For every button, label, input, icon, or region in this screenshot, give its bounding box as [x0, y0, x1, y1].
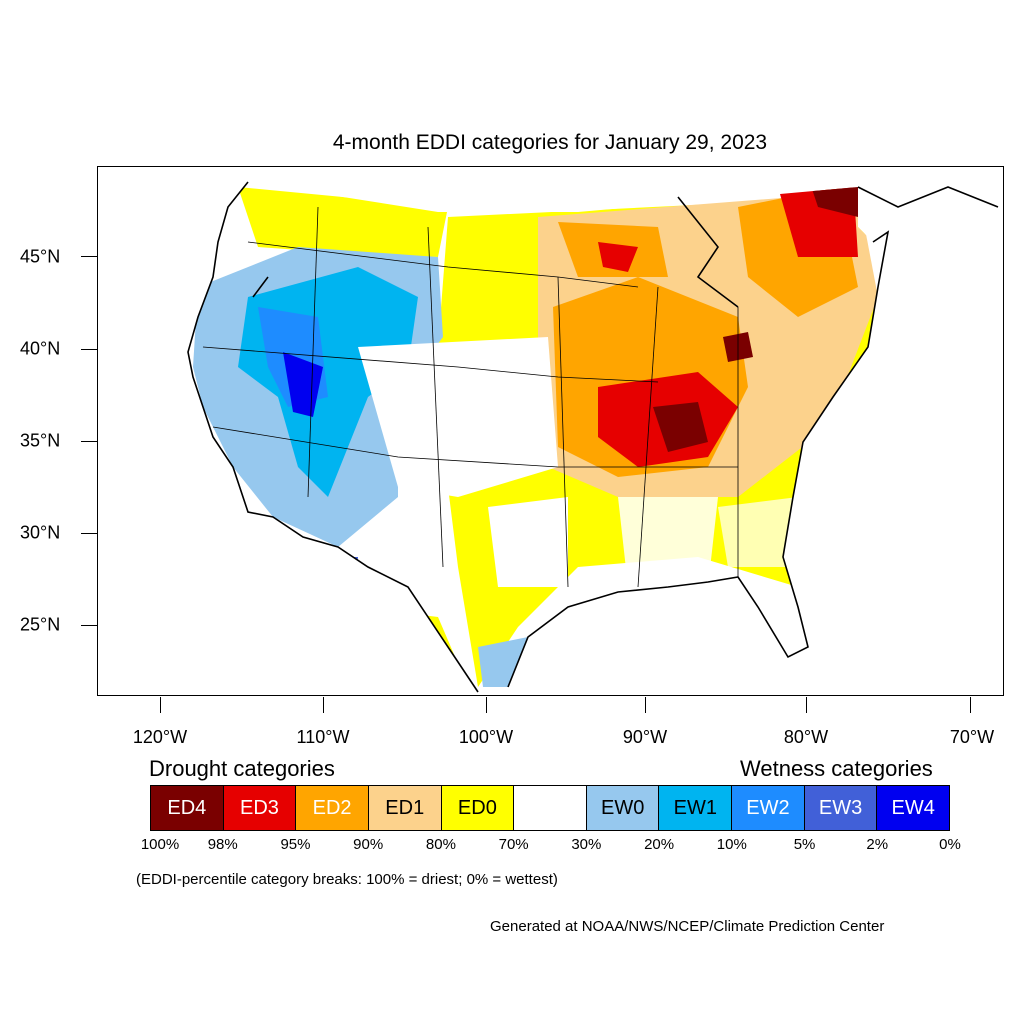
legend-break-label: 100%	[140, 836, 180, 853]
state-borders	[202, 206, 739, 588]
legend-box-ew3: EW3	[804, 786, 878, 830]
lat-tick	[81, 441, 97, 442]
map-title: 4-month EDDI categories for January 29, …	[332, 131, 768, 154]
lon-label: 100°W	[458, 727, 514, 747]
lon-tick	[970, 697, 971, 713]
legend-box-ew0: EW0	[586, 786, 660, 830]
legend-box-neutral	[514, 786, 587, 830]
legend-box-ed2: ED2	[296, 786, 369, 830]
lat-label: 45°N	[20, 246, 61, 267]
legend-box-ew2: EW2	[732, 786, 805, 830]
legend-break-label: 2%	[866, 836, 889, 853]
country-outlines	[187, 181, 999, 693]
legend-break-label: 5%	[793, 836, 816, 853]
lon-tick	[645, 697, 646, 713]
lon-label: 70°W	[949, 727, 995, 747]
lon-tick	[323, 697, 324, 713]
lon-label: 120°W	[132, 727, 188, 747]
lon-label: 110°W	[296, 727, 350, 747]
lat-tick	[81, 533, 97, 534]
lat-label: 30°N	[20, 522, 61, 543]
legend-box-ed0: ED0	[441, 786, 515, 830]
lon-tick	[160, 697, 161, 713]
category-note: (EDDI-percentile category breaks: 100% =…	[136, 871, 558, 888]
lat-tick	[81, 625, 97, 626]
wetness-heading: Wetness categories	[740, 756, 933, 781]
drought-heading: Drought categories	[149, 756, 335, 781]
lon-label: 90°W	[622, 727, 668, 747]
legend-break-label: 0%	[939, 836, 961, 853]
legend-box-ed3: ED3	[223, 786, 297, 830]
lon-tick	[806, 697, 807, 713]
lat-label: 25°N	[20, 614, 61, 635]
legend-break-label: 80%	[425, 836, 456, 853]
legend-break-label: 10%	[716, 836, 747, 853]
lat-tick	[81, 349, 97, 350]
lat-label: 40°N	[20, 338, 61, 359]
legend-box-ew1: EW1	[659, 786, 733, 830]
credit-line: Generated at NOAA/NWS/NCEP/Climate Predi…	[490, 918, 885, 935]
lon-label: 80°W	[783, 727, 829, 747]
lon-tick	[486, 697, 487, 713]
legend-color-bar: ED4 ED3 ED2 ED1 ED0 EW0 EW1 EW2 EW3 EW4	[150, 785, 950, 831]
legend-break-label: 20%	[644, 836, 675, 853]
legend-break-label: 30%	[571, 836, 602, 853]
legend-box-ed1: ED1	[368, 786, 442, 830]
legend-box-ew4: EW4	[877, 786, 950, 830]
map-frame	[97, 166, 1004, 696]
legend-break-label: 98%	[207, 836, 238, 853]
eddi-map	[187, 181, 999, 693]
legend-box-ed4: ED4	[151, 786, 224, 830]
lat-tick	[81, 256, 97, 257]
legend-break-label: 90%	[353, 836, 384, 853]
lat-label: 35°N	[20, 430, 61, 451]
legend-break-label: 95%	[280, 836, 311, 853]
category-shading	[188, 182, 888, 692]
legend-break-label: 70%	[498, 836, 529, 853]
